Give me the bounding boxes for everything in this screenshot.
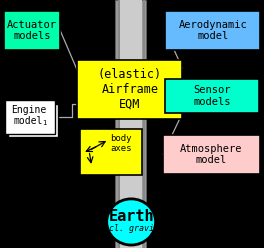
- Bar: [5, 100, 55, 134]
- Bar: [4, 11, 60, 50]
- Text: Atmosphere
model: Atmosphere model: [180, 144, 243, 165]
- Bar: [118, 0, 120, 248]
- Bar: [163, 135, 260, 174]
- Circle shape: [107, 199, 155, 245]
- Bar: [119, 0, 143, 248]
- Text: (elastic)
Airframe
EQM: (elastic) Airframe EQM: [98, 68, 162, 111]
- Text: (incl. gravity): (incl. gravity): [94, 224, 169, 233]
- Bar: [143, 0, 145, 248]
- Bar: [8, 104, 58, 137]
- Text: Engine
model: Engine model: [11, 105, 46, 126]
- Bar: [165, 79, 259, 113]
- Text: 2: 2: [59, 138, 64, 144]
- Text: Earth: Earth: [108, 209, 154, 224]
- Text: Sensor
models: Sensor models: [193, 85, 231, 107]
- Text: 1: 1: [43, 120, 47, 126]
- Text: Aerodynamic
model: Aerodynamic model: [178, 20, 247, 41]
- Bar: [77, 60, 182, 119]
- Bar: [165, 11, 260, 50]
- Text: body
axes: body axes: [110, 134, 132, 154]
- Bar: [115, 0, 146, 248]
- Bar: [80, 129, 142, 175]
- Text: Actuator
models: Actuator models: [7, 20, 57, 41]
